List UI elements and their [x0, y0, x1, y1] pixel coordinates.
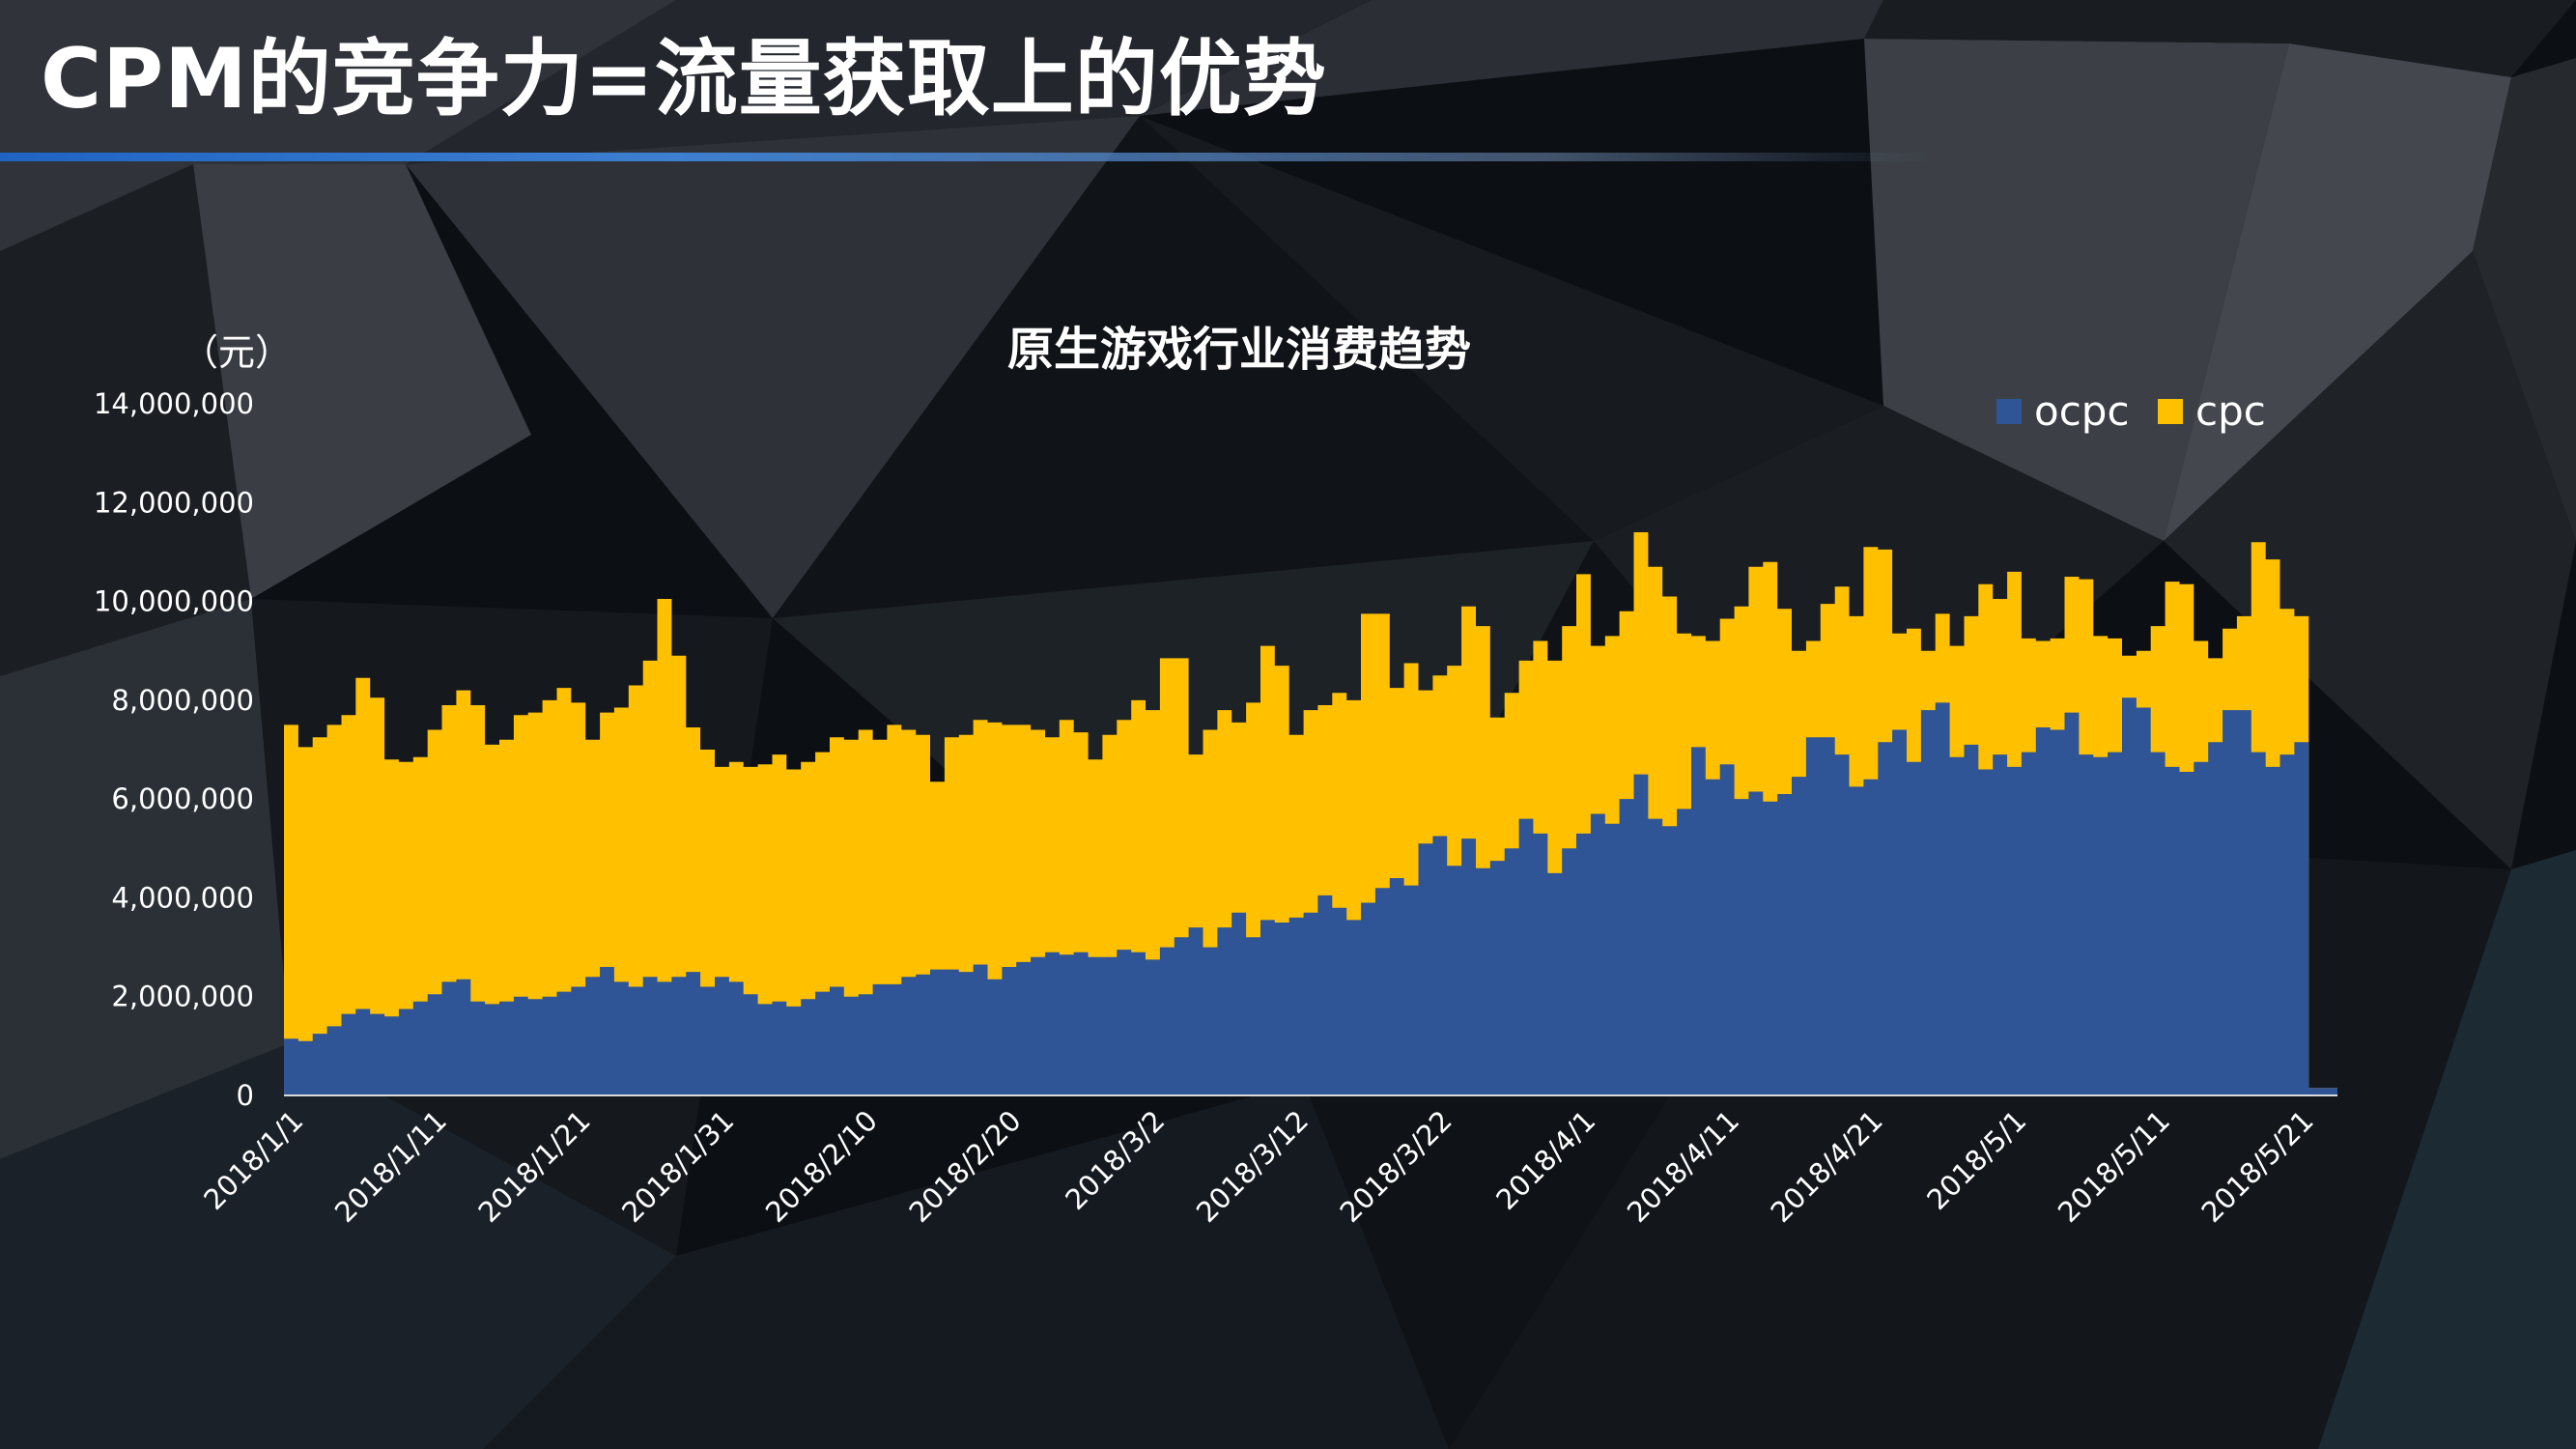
y-tick-label: 8,000,000 [111, 684, 254, 717]
title-underline [0, 153, 1932, 161]
x-tick-label: 2018/2/20 [903, 1104, 1028, 1229]
x-tick-label: 2018/5/1 [1920, 1104, 2032, 1216]
y-tick-label: 14,000,000 [94, 387, 254, 420]
plot-area [284, 532, 2337, 1095]
y-tick-label: 12,000,000 [94, 486, 254, 519]
x-tick-label: 2018/3/12 [1190, 1104, 1315, 1229]
x-tick-label: 2018/1/21 [472, 1104, 597, 1229]
chart-title: 原生游戏行业消费趋势 [1007, 323, 1471, 377]
x-tick-label: 2018/1/1 [197, 1104, 309, 1216]
y-axis-ticks: 0 2,000,000 4,000,000 6,000,000 8,000,000 10,… [94, 387, 254, 1112]
slide-title: CPM的竞争力=流量获取上的优势 [41, 31, 1327, 128]
x-tick-label: 2018/1/11 [328, 1104, 453, 1229]
y-tick-label: 4,000,000 [111, 881, 254, 914]
x-tick-label: 2018/4/1 [1489, 1104, 1601, 1216]
y-tick-label: 10,000,000 [94, 585, 254, 618]
x-tick-label: 2018/5/21 [2195, 1104, 2320, 1229]
y-tick-label: 0 [237, 1079, 254, 1112]
x-tick-label: 2018/3/2 [1059, 1104, 1171, 1216]
legend-label-ocpc: ocpc [2034, 387, 2130, 435]
y-tick-label: 2,000,000 [111, 980, 254, 1013]
y-tick-label: 6,000,000 [111, 782, 254, 815]
series-area-ocpc [284, 697, 2337, 1095]
legend: ocpc cpc [1996, 387, 2266, 435]
legend-swatch-ocpc [1996, 399, 2022, 424]
y-axis-unit-label: （元） [182, 331, 292, 374]
x-tick-label: 2018/4/21 [1765, 1104, 1889, 1229]
x-tick-label: 2018/3/22 [1334, 1104, 1458, 1229]
x-tick-label: 2018/4/11 [1621, 1104, 1745, 1229]
x-tick-label: 2018/2/10 [759, 1104, 884, 1229]
x-tick-label: 2018/1/31 [615, 1104, 740, 1229]
legend-swatch-cpc [2158, 399, 2183, 424]
x-axis-ticks: 2018/1/1 2018/1/11 2018/1/21 2018/1/31 2018/… [197, 1104, 2320, 1229]
legend-label-cpc: cpc [2195, 387, 2266, 435]
x-tick-label: 2018/5/11 [2052, 1104, 2176, 1229]
